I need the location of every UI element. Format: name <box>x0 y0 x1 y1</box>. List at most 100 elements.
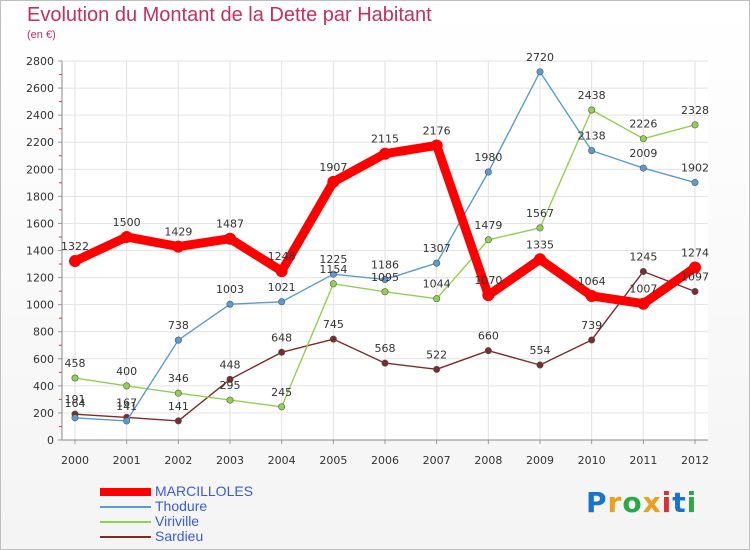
data-point <box>534 253 546 266</box>
data-label: 1003 <box>216 283 244 296</box>
data-point <box>278 403 286 411</box>
data-point <box>379 147 391 160</box>
series-layer <box>69 68 701 425</box>
data-label: 738 <box>168 319 189 332</box>
logo-letter: i <box>686 486 698 519</box>
data-label: 1154 <box>319 263 347 276</box>
logo-letter: i <box>661 486 673 519</box>
data-point <box>278 348 286 356</box>
data-point <box>381 275 389 283</box>
data-label: 1186 <box>371 258 399 271</box>
data-point <box>433 365 441 373</box>
data-point <box>433 259 441 267</box>
data-point <box>484 347 492 355</box>
data-label: 1907 <box>319 161 347 174</box>
data-point <box>69 255 81 268</box>
data-label: 400 <box>116 365 137 378</box>
data-point <box>639 164 647 172</box>
data-label: 1902 <box>681 162 709 175</box>
x-tick-label: 2000 <box>61 454 89 467</box>
data-label: 1429 <box>164 226 192 239</box>
data-label: 167 <box>116 396 137 409</box>
y-tick-label: 2400 <box>26 109 54 122</box>
data-label: 141 <box>116 400 137 413</box>
data-label: 141 <box>168 400 189 413</box>
data-point <box>327 175 340 188</box>
data-point <box>536 361 544 369</box>
data-point <box>536 224 544 232</box>
data-label: 745 <box>323 318 344 331</box>
y-tick-label: 2600 <box>26 82 54 95</box>
y-tick-label: 1400 <box>26 245 54 258</box>
legend-label: Thodure <box>155 498 208 514</box>
data-point <box>278 298 286 306</box>
data-point <box>536 68 544 76</box>
data-point <box>588 336 596 344</box>
y-tick-label: 2200 <box>26 136 54 149</box>
proxiti-logo: Proxiti <box>586 486 697 519</box>
data-point <box>588 147 596 155</box>
legend-label: MARCILLOLES <box>155 483 254 499</box>
data-label: 1479 <box>474 219 502 232</box>
data-point <box>381 359 389 367</box>
data-label: 2176 <box>423 124 451 137</box>
y-tick-label: 1000 <box>26 299 54 312</box>
x-tick-label: 2002 <box>164 454 192 467</box>
data-label: 2226 <box>629 118 657 131</box>
y-tick-label: 800 <box>33 326 54 339</box>
data-label: 191 <box>65 393 86 406</box>
data-label: 1021 <box>268 281 296 294</box>
x-tick-label: 2001 <box>113 454 141 467</box>
data-point <box>588 106 596 114</box>
legend-swatch <box>100 506 151 508</box>
grid-layer <box>62 60 708 441</box>
logo-letter: x <box>642 486 662 519</box>
x-tick-label: 2012 <box>681 454 709 467</box>
data-label: 1567 <box>526 207 554 220</box>
data-label: 1044 <box>423 278 451 291</box>
data-label: 458 <box>65 357 86 370</box>
data-label: 1070 <box>474 274 502 287</box>
logo-letter: P <box>586 486 608 519</box>
legend-label: Viriville <box>155 513 200 529</box>
y-tick-label: 600 <box>33 353 54 366</box>
legend-swatch <box>100 536 151 538</box>
data-point <box>484 236 492 244</box>
data-label: 2115 <box>371 133 399 146</box>
data-label: 2009 <box>629 147 657 160</box>
data-point <box>482 289 495 302</box>
data-label: 648 <box>271 331 292 344</box>
data-label: 164 <box>65 397 86 410</box>
data-point <box>585 289 598 302</box>
data-point <box>639 267 647 275</box>
data-point <box>689 261 701 274</box>
y-tick-label: 400 <box>33 380 54 393</box>
data-point <box>123 382 131 390</box>
y-tick-label: 1800 <box>26 190 54 203</box>
data-point <box>639 135 647 143</box>
data-label: 1248 <box>268 250 296 263</box>
y-tick-label: 2000 <box>26 163 54 176</box>
data-label: 2138 <box>578 130 606 143</box>
x-tick-label: 2004 <box>268 454 296 467</box>
x-tick-label: 2007 <box>423 454 451 467</box>
data-label: 1225 <box>319 253 347 266</box>
data-point <box>174 389 182 397</box>
data-label: 448 <box>220 358 241 371</box>
data-point <box>637 297 650 310</box>
x-tick-label: 2010 <box>578 454 606 467</box>
data-label: 2328 <box>681 104 709 117</box>
data-label: 1245 <box>629 250 657 263</box>
chart-subtitle: (en €) <box>27 29 56 41</box>
x-tick-label: 2003 <box>216 454 244 467</box>
data-point <box>120 230 133 243</box>
data-point <box>433 295 441 303</box>
x-tick-label: 2005 <box>319 454 347 467</box>
logo-letter: r <box>607 486 623 519</box>
label-layer: 1322 1500 1429 1487 1248 1907 2115 2176 1070 1335… <box>61 51 709 413</box>
data-point <box>174 417 182 425</box>
logo-letter: o <box>622 486 643 519</box>
y-tick-label: 0 <box>47 434 54 447</box>
data-point <box>226 300 234 308</box>
